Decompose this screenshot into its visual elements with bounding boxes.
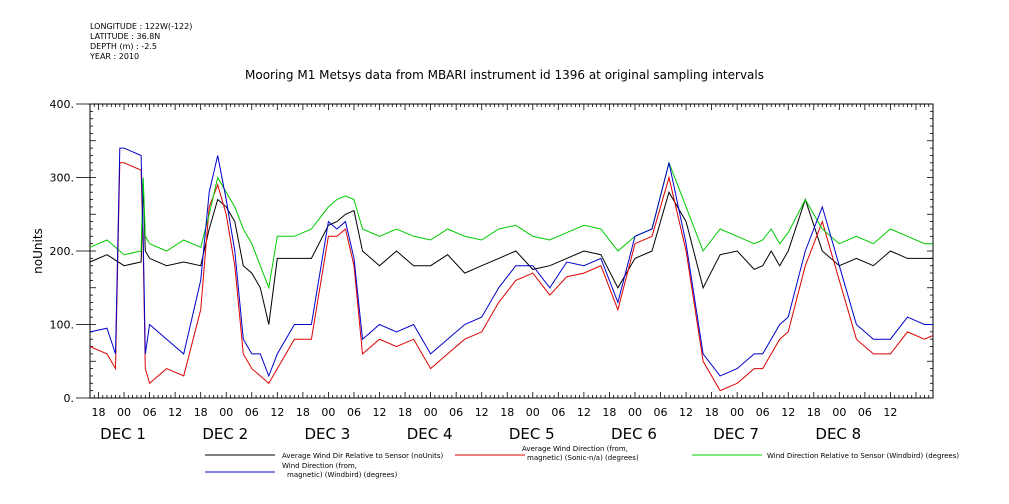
x-hour-label: 18 [705, 406, 719, 419]
legend-label: Average Wind Direction (from, [522, 445, 628, 453]
latitude-text: LATITUDE : 36.8N [90, 32, 161, 41]
chart-legend: Average Wind Dir Relative to Sensor (noU… [205, 445, 959, 479]
plot-frame [89, 103, 934, 399]
legend-label: magnetic) (Sonic-n/a) (degrees) [527, 454, 639, 462]
x-hour-label: 06 [551, 406, 565, 419]
legend-label: Average Wind Dir Relative to Sensor (noU… [282, 452, 443, 460]
series-line-3 [89, 161, 933, 290]
chart-axes [76, 103, 934, 399]
y-tick-label: 100. [50, 319, 75, 332]
x-hour-label: 18 [602, 406, 616, 419]
metadata-block: LONGITUDE : 122W(-122) LATITUDE : 36.8N … [90, 22, 192, 62]
x-hour-label: 18 [194, 406, 208, 419]
x-hour-label: 06 [347, 406, 361, 419]
y-axis-label: noUnits [31, 228, 45, 274]
y-tick-label: 300. [50, 172, 75, 185]
x-hour-label: 00 [628, 406, 642, 419]
x-hour-label: 00 [219, 406, 233, 419]
x-hour-label: 12 [373, 406, 387, 419]
x-day-label: DEC 7 [713, 425, 759, 443]
x-hour-label: 00 [832, 406, 846, 419]
chart-series [89, 147, 934, 392]
x-hour-label: 18 [296, 406, 310, 419]
x-hour-label: 00 [526, 406, 540, 419]
chart-labels: 18 00 06 12 18 00 06 12 18 00 06 12 18 00 06 12 18 00 06 12… [31, 98, 897, 443]
x-hour-label: 18 [398, 406, 412, 419]
x-hour-label: 06 [756, 406, 770, 419]
x-day-label: DEC 8 [815, 425, 861, 443]
x-day-label: DEC 6 [611, 425, 657, 443]
year-text: YEAR : 2010 [90, 52, 140, 61]
y-tick-label: 200. [50, 245, 75, 258]
series-line-2 [89, 162, 934, 392]
series-line-1 [89, 184, 933, 325]
x-hour-label: 00 [321, 406, 335, 419]
depth-text: DEPTH (m) : -2.5 [90, 42, 157, 51]
x-day-label: DEC 4 [407, 425, 453, 443]
x-hour-label: 06 [654, 406, 668, 419]
longitude-text: LONGITUDE : 122W(-122) [90, 22, 193, 31]
x-hour-label: 00 [424, 406, 438, 419]
x-hour-label: 12 [883, 406, 897, 419]
x-hour-label: 12 [270, 406, 284, 419]
x-hour-label: 12 [679, 406, 693, 419]
x-hour-label: 12 [475, 406, 489, 419]
x-hour-label: 18 [92, 406, 106, 419]
y-tick-label: 0. [64, 392, 75, 405]
x-hour-label: 00 [117, 406, 131, 419]
x-hour-label: 18 [500, 406, 514, 419]
x-day-label: DEC 5 [509, 425, 555, 443]
legend-label: Wind Direction Relative to Sensor (Windb… [767, 452, 959, 460]
x-hour-label: 18 [807, 406, 821, 419]
legend-label: magnetic) (Windbird) (degrees) [287, 471, 398, 479]
x-hour-label: 06 [449, 406, 463, 419]
x-day-label: DEC 3 [305, 425, 351, 443]
y-tick-label: 400. [50, 98, 75, 111]
x-hour-label: 06 [858, 406, 872, 419]
x-hour-label: 06 [245, 406, 259, 419]
x-hour-label: 06 [143, 406, 157, 419]
x-hour-label: 12 [577, 406, 591, 419]
x-hour-label: 12 [781, 406, 795, 419]
series-line-4 [89, 147, 933, 378]
x-hour-label: 00 [730, 406, 744, 419]
legend-label: Wind Direction (from, [282, 462, 357, 470]
chart-title: Mooring M1 Metsys data from MBARI instru… [245, 68, 764, 82]
x-hour-label: 12 [168, 406, 182, 419]
x-day-label: DEC 2 [202, 425, 248, 443]
x-day-label: DEC 1 [100, 425, 146, 443]
